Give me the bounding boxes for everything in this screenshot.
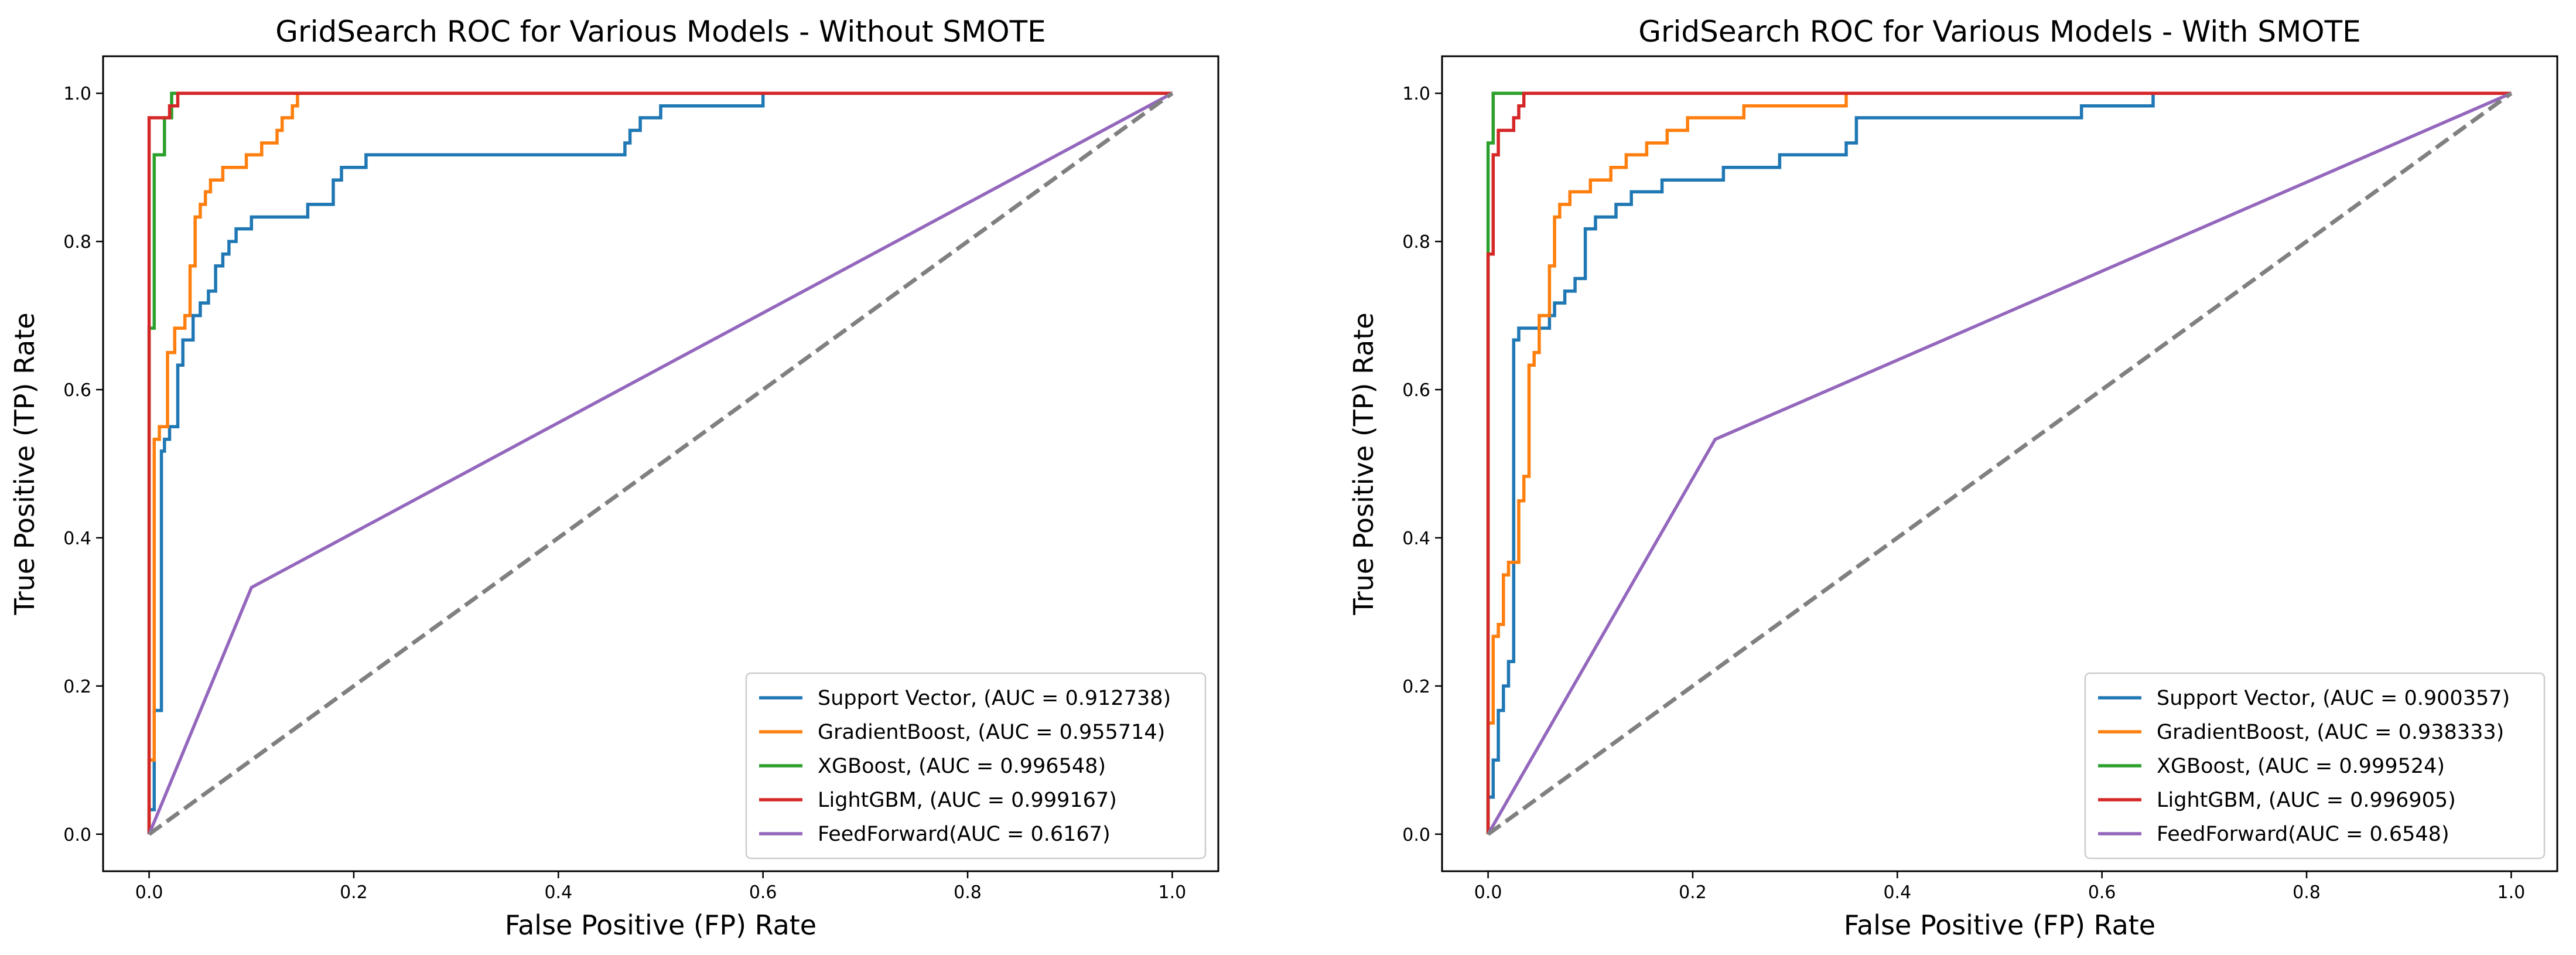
y-tick-label: 0.6 (63, 380, 91, 401)
legend: Support Vector, (AUC = 0.912738) Gradient… (745, 672, 1207, 859)
y-tick-label: 0.8 (63, 232, 91, 253)
legend-label-support-vector: Support Vector, (AUC = 0.900357) (2157, 687, 2510, 710)
chart-panel-1: GridSearch ROC for Various Models - With… (9, 15, 1219, 941)
y-tick-label: 0.4 (63, 528, 91, 549)
y-tick-label: 0.2 (1402, 677, 1430, 697)
x-tick-label: 0.4 (1883, 882, 1911, 903)
x-tick-label: 1.0 (2498, 882, 2526, 903)
legend-label-support-vector: Support Vector, (AUC = 0.912738) (818, 687, 1171, 710)
legend: Support Vector, (AUC = 0.900357) Gradient… (2084, 672, 2546, 859)
series-line-xgboost (147, 91, 1173, 834)
x-tick-label: 0.0 (135, 882, 163, 903)
y-tick-label: 0.8 (1402, 232, 1430, 253)
legend-label-lightgbm: LightGBM, (AUC = 0.996905) (2157, 789, 2456, 812)
x-tick-label: 0.8 (954, 882, 982, 903)
legend-label-lightgbm: LightGBM, (AUC = 0.999167) (818, 789, 1117, 812)
series-line-support-vector (1486, 91, 2512, 834)
x-tick-label: 0.6 (2088, 882, 2116, 903)
chart-title: GridSearch ROC for Various Models - With… (1638, 15, 2361, 49)
x-tick-label: 0.0 (1474, 882, 1502, 903)
series-line-feedforward (1487, 91, 2512, 835)
legend-label-feedforward: FeedForward(AUC = 0.6167) (818, 823, 1111, 846)
x-axis-label: False Positive (FP) Rate (1844, 909, 2155, 941)
chance-diagonal-line (148, 91, 1174, 836)
series-group (1486, 91, 2513, 836)
y-tick-label: 0.0 (1402, 825, 1430, 845)
y-tick-label: 0.0 (63, 825, 91, 845)
series-line-lightgbm (1486, 91, 2512, 834)
legend-box (2084, 672, 2546, 859)
y-tick-label: 0.2 (63, 677, 91, 697)
series-line-support-vector (147, 91, 1173, 834)
series-group (147, 91, 1174, 836)
chart-panel-2: GridSearch ROC for Various Models - With… (1348, 15, 2558, 941)
series-line-feedforward (148, 91, 1173, 835)
y-axis-label: True Positive (TP) Rate (1348, 312, 1379, 615)
plot-frame (102, 55, 1219, 872)
legend-label-xgboost: XGBoost, (AUC = 0.999524) (2157, 755, 2445, 778)
x-tick-label: 1.0 (1159, 882, 1187, 903)
y-tick-label: 1.0 (63, 84, 91, 104)
legend-label-gradientboost: GradientBoost, (AUC = 0.955714) (818, 721, 1165, 744)
chance-diagonal-line (1487, 91, 2513, 836)
series-line-gradientboost (1486, 91, 2512, 834)
x-tick-label: 0.2 (340, 882, 368, 903)
y-axis-label: True Positive (TP) Rate (9, 312, 40, 615)
x-tick-label: 0.8 (2293, 882, 2321, 903)
y-tick-label: 1.0 (1402, 84, 1430, 104)
series-line-lightgbm (147, 91, 1173, 834)
x-axis-label: False Positive (FP) Rate (505, 909, 816, 941)
y-tick-label: 0.6 (1402, 380, 1430, 401)
legend-label-xgboost: XGBoost, (AUC = 0.996548) (818, 755, 1106, 778)
y-tick-label: 0.4 (1402, 528, 1430, 549)
legend-label-gradientboost: GradientBoost, (AUC = 0.938333) (2157, 721, 2504, 744)
chart-title: GridSearch ROC for Various Models - With… (275, 15, 1046, 49)
legend-label-feedforward: FeedForward(AUC = 0.6548) (2157, 823, 2449, 846)
x-tick-label: 0.2 (1679, 882, 1707, 903)
legend-box (745, 672, 1207, 859)
series-line-gradientboost (147, 91, 1173, 834)
plot-frame (1441, 55, 2558, 872)
x-tick-label: 0.6 (749, 882, 777, 903)
x-tick-label: 0.4 (544, 882, 572, 903)
